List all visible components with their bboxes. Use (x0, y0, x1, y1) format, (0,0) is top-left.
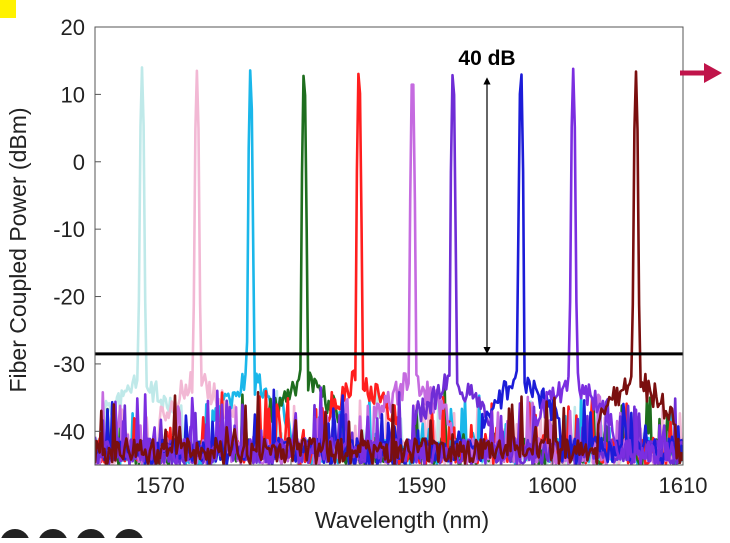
y-tick-label: 0 (73, 150, 85, 175)
y-tick-label: -20 (53, 285, 85, 310)
x-tick-label: 1570 (136, 473, 185, 498)
annotation-label: 40 dB (458, 47, 515, 70)
corner-highlight (0, 0, 16, 18)
spectrum-line-9 (95, 67, 683, 465)
axis-ticks: 1570 1580 1590 1600 1610 20 10 0 -10 -20 -30 -40 (53, 15, 707, 498)
x-tick-label: 1610 (659, 473, 708, 498)
y-tick-label: 20 (61, 15, 85, 40)
y-tick-label: 10 (61, 82, 85, 107)
plot-frame (94, 26, 684, 466)
x-tick-label: 1590 (397, 473, 446, 498)
cropped-text-fragment (0, 519, 190, 538)
y-tick-label: -40 (53, 419, 85, 444)
x-axis-label: Wavelength (nm) (315, 507, 489, 533)
x-tick-label: 1580 (267, 473, 316, 498)
y-tick-label: -30 (53, 352, 85, 377)
x-tick-label: 1600 (528, 473, 577, 498)
side-arrow-icon (680, 63, 722, 83)
series-layer (95, 66, 683, 465)
y-tick-label: -10 (53, 217, 85, 242)
y-axis-label: Fiber Coupled Power (dBm) (5, 107, 31, 392)
spectrum-line-10 (95, 70, 683, 465)
